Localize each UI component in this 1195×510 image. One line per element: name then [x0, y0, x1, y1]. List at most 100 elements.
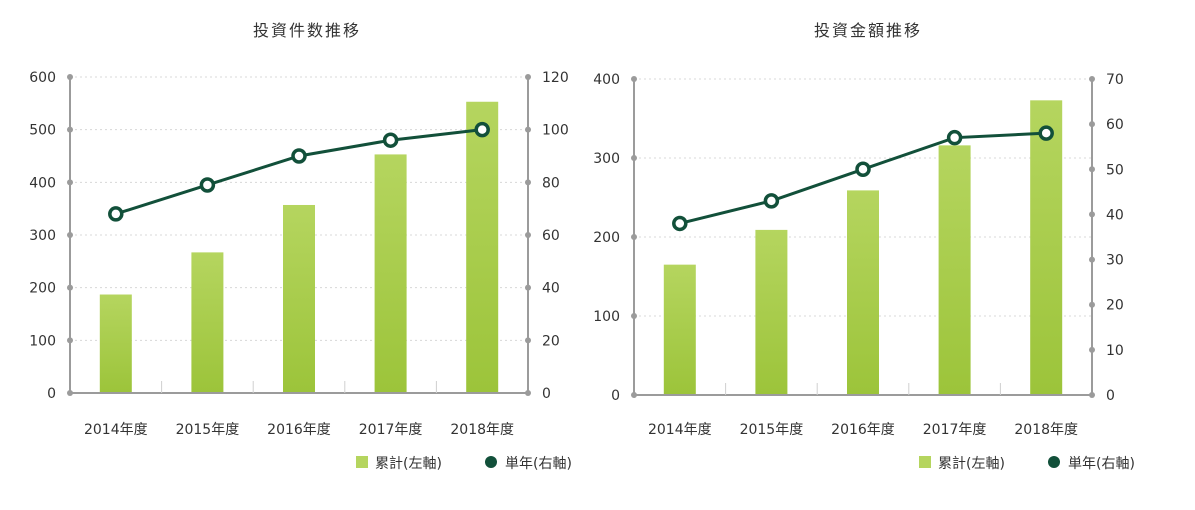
bar	[1030, 100, 1063, 395]
x-tick-label: 2017年度	[359, 422, 423, 438]
left-tick-label: 300	[29, 228, 56, 244]
right-tick-dot	[1089, 166, 1095, 173]
grid	[70, 76, 528, 341]
left-tick-dot	[67, 74, 73, 80]
right-tick-label: 120	[542, 70, 569, 86]
grid	[634, 78, 1092, 317]
right-tick-dot	[1089, 121, 1095, 128]
left-tick-dot	[67, 390, 73, 396]
line-point	[108, 206, 124, 222]
bar-series	[663, 100, 1063, 395]
right-tick-dot	[525, 179, 531, 186]
legend-bar-swatch	[356, 456, 368, 468]
left-tick-label: 100	[29, 333, 56, 349]
legend-line-label: 単年(右軸)	[1068, 456, 1135, 472]
bar-series	[99, 101, 499, 394]
right-tick-dot	[525, 232, 531, 238]
right-tick-label: 70	[1106, 72, 1124, 88]
right-tick-dot	[1089, 346, 1095, 353]
left-tick-label: 100	[593, 309, 620, 325]
bar	[847, 190, 879, 395]
bar	[283, 204, 315, 393]
bar	[191, 252, 224, 393]
right-tick-label: 40	[542, 281, 560, 297]
left-tick-dot	[67, 232, 73, 238]
bar	[755, 229, 788, 395]
right-tick-dot	[1089, 392, 1095, 398]
chart-title: 投資件数推移	[253, 21, 361, 40]
axes	[631, 76, 1095, 398]
right-tick-dot	[525, 284, 531, 291]
legend: 累計(左軸) 単年(右軸)	[356, 456, 572, 472]
legend-line-swatch	[485, 456, 497, 468]
axes	[67, 74, 531, 396]
left-tick-label: 0	[47, 386, 56, 402]
left-tick-label: 300	[593, 151, 620, 167]
left-tick-dot	[67, 284, 73, 291]
line-series	[672, 125, 1054, 232]
right-tick-label: 0	[1106, 388, 1115, 404]
right-tick-label: 30	[1106, 253, 1124, 269]
line-point	[672, 215, 688, 232]
left-tick-dot	[631, 234, 637, 240]
legend-bar-label: 累計(左軸)	[375, 456, 442, 472]
legend-bar-swatch	[919, 456, 931, 468]
right-tick-label: 80	[542, 175, 560, 191]
left-tick-label: 200	[29, 281, 56, 297]
right-tick-dot	[525, 126, 531, 133]
right-tick-dot	[1089, 256, 1095, 263]
left-tick-label: 0	[611, 388, 620, 404]
bar	[99, 294, 132, 393]
right-tick-label: 40	[1106, 207, 1124, 223]
left-tick-dot	[67, 126, 73, 133]
x-tick-label: 2017年度	[923, 422, 987, 438]
right-tick-label: 20	[542, 333, 560, 349]
investment-count-chart: 投資件数推移 0 100 200 300 400 500 600 0 20 40 60 80 100 12…	[29, 21, 572, 472]
legend-line-label: 単年(右軸)	[505, 456, 572, 472]
x-tick-label: 2015年度	[176, 422, 240, 438]
x-tick-label: 2015年度	[740, 422, 804, 438]
right-tick-dot	[525, 390, 531, 396]
right-tick-dot	[1089, 301, 1095, 308]
bar	[466, 101, 499, 394]
right-tick-dot	[1089, 76, 1095, 82]
line-point	[474, 121, 490, 138]
left-tick-dot	[67, 179, 73, 186]
legend: 累計(左軸) 単年(右軸)	[919, 456, 1135, 472]
right-tick-label: 100	[542, 123, 569, 139]
left-tick-label: 500	[29, 123, 56, 139]
chart-title: 投資金額推移	[814, 21, 922, 40]
right-tick-label: 60	[1106, 117, 1124, 133]
line-point	[855, 161, 871, 178]
line-point	[946, 129, 963, 146]
bar	[938, 145, 971, 395]
line-point	[1038, 125, 1054, 141]
line-point	[291, 148, 307, 164]
tick-labels: 0 100 200 300 400 500 600 0 20 40 60 80 100 120 2014年度…	[29, 70, 568, 438]
left-tick-dot	[631, 155, 637, 161]
right-tick-label: 60	[542, 228, 560, 244]
right-tick-label: 20	[1106, 298, 1124, 314]
right-tick-dot	[525, 337, 531, 344]
left-tick-dot	[631, 392, 637, 398]
right-tick-label: 50	[1106, 162, 1124, 178]
left-tick-dot	[631, 313, 637, 319]
x-tick-label: 2016年度	[267, 422, 331, 438]
tick-labels: 0 100 200 300 400 0 10 20 30 40 50 60 70 2014年度 2015年度…	[593, 72, 1124, 438]
investment-amount-chart: 投資金額推移 0 100 200 300 400 0 10 20 30 40 50 60 70 2014年…	[593, 21, 1135, 472]
line-point	[382, 132, 399, 148]
x-tick-label: 2014年度	[648, 422, 712, 438]
bar	[374, 154, 407, 393]
x-tick-label: 2018年度	[1014, 422, 1078, 438]
line-point	[763, 193, 780, 209]
left-tick-label: 200	[593, 230, 620, 246]
legend-line-swatch	[1048, 456, 1060, 468]
right-tick-dot	[525, 74, 531, 80]
left-tick-label: 600	[29, 70, 56, 86]
right-tick-label: 10	[1106, 343, 1124, 359]
line-point	[199, 177, 216, 193]
left-tick-dot	[67, 337, 73, 344]
x-tick-label: 2014年度	[84, 422, 148, 438]
right-tick-label: 0	[542, 386, 551, 402]
